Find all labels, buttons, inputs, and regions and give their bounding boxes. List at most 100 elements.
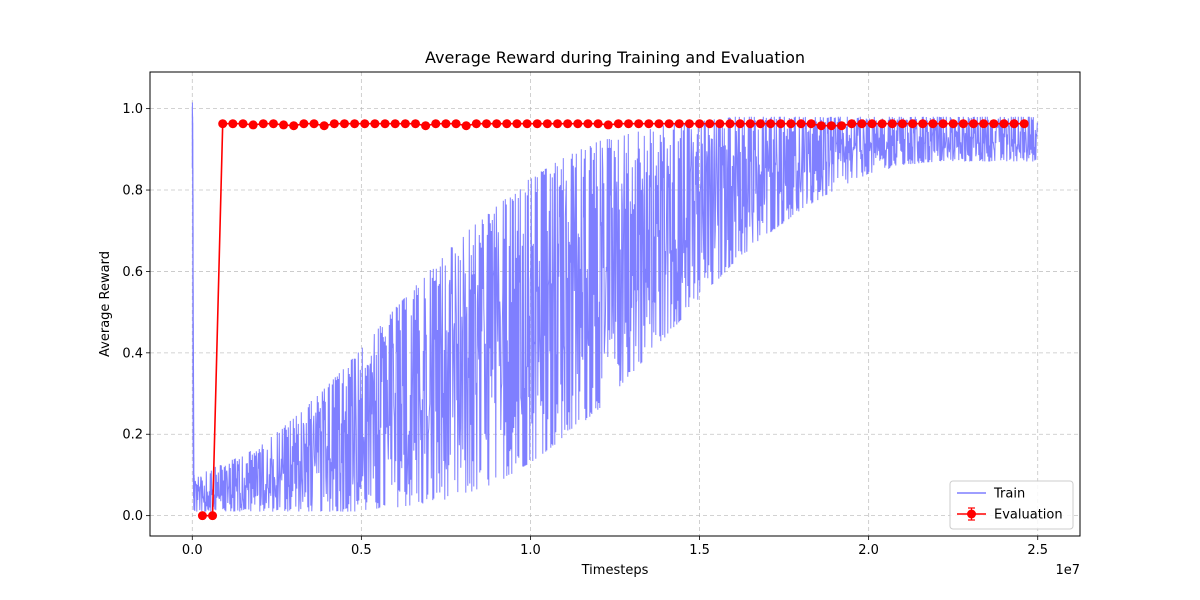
evaluation-point [664,119,674,129]
x-tick-label: 1.5 [689,543,710,558]
evaluation-point [644,119,654,129]
x-axis-offset-label: 1e7 [1055,563,1080,578]
plot-frame [149,71,1081,537]
y-tick-label: 0.0 [122,509,143,524]
evaluation-point [208,511,218,521]
evaluation-point [918,119,928,129]
evaluation-point [928,119,938,129]
evaluation-point [309,119,319,129]
evaluation-point [624,119,634,129]
evaluation-point [989,119,999,129]
evaluation-point [816,121,826,131]
evaluation-point [451,119,461,129]
evaluation-point [481,119,491,129]
evaluation-point [634,119,644,129]
evaluation-point [1009,119,1019,129]
evaluation-point [857,119,867,129]
evaluation-point [532,119,542,129]
evaluation-point [228,119,238,129]
evaluation-point [360,119,370,129]
evaluation-point [329,119,339,129]
evaluation-series [197,119,1029,521]
evaluation-point [279,120,289,130]
evaluation-point [796,119,806,129]
evaluation-point [502,119,512,129]
evaluation-point [897,119,907,129]
evaluation-point [339,119,349,129]
evaluation-point [654,119,664,129]
evaluation-point [218,119,228,129]
evaluation-point [806,119,816,129]
legend-evaluation-marker [967,509,976,519]
y-tick-label: 0.8 [122,184,143,199]
evaluation-point [370,119,380,129]
evaluation-point [441,119,451,129]
evaluation-point [766,119,776,129]
evaluation-point [390,119,400,129]
evaluation-point [522,119,532,129]
x-tick-label: 1.0 [520,543,541,558]
evaluation-point [319,121,329,131]
evaluation-point [512,119,522,129]
evaluation-point [725,119,735,129]
evaluation-point [887,119,897,129]
y-tick-label: 0.4 [122,346,143,361]
evaluation-point [350,119,360,129]
evaluation-point [735,119,745,129]
evaluation-point [776,119,786,129]
evaluation-point [958,119,968,129]
x-tick-label: 2.5 [1027,543,1048,558]
evaluation-point [745,119,755,129]
y-tick-label: 0.6 [122,265,143,280]
x-tick-label: 2.0 [858,543,879,558]
evaluation-point [553,119,563,129]
evaluation-point [613,119,623,129]
evaluation-point [695,119,705,129]
evaluation-point [410,119,420,129]
evaluation-point [715,119,725,129]
evaluation-point [674,119,684,129]
evaluation-point [826,121,836,131]
evaluation-line [202,122,1025,517]
evaluation-point [837,121,847,131]
evaluation-point [421,121,431,131]
evaluation-point [705,119,715,129]
evaluation-point [471,119,481,129]
evaluation-point [979,119,989,129]
evaluation-point [999,119,1009,129]
evaluation-point [908,119,918,129]
evaluation-point [968,119,978,129]
evaluation-point [867,119,877,129]
evaluation-point [400,119,410,129]
evaluation-point [289,121,299,131]
evaluation-point [1019,119,1029,129]
evaluation-point [258,119,268,129]
train-series [191,102,1038,512]
x-tick-label: 0.0 [182,543,203,558]
evaluation-point [684,119,694,129]
evaluation-point [380,119,390,129]
evaluation-point [197,511,207,521]
evaluation-point [948,119,958,129]
y-axis-label: Average Reward [98,251,113,357]
x-axis-label: Timesteps [581,563,649,578]
chart-title: Average Reward during Training and Evalu… [425,48,805,67]
evaluation-point [431,119,441,129]
evaluation-point [938,119,948,129]
evaluation-point [461,121,471,131]
evaluation-point [603,120,613,130]
evaluation-point [593,119,603,129]
evaluation-point [877,119,887,129]
legend-train-label: Train [993,487,1025,502]
y-tick-label: 1.0 [122,102,143,117]
evaluation-point [583,119,593,129]
evaluation-point [847,119,857,129]
legend: Train Evaluation [949,480,1074,530]
evaluation-point [786,119,796,129]
evaluation-point [268,119,278,129]
evaluation-point [248,120,258,130]
evaluation-point [563,119,573,129]
evaluation-point [573,119,583,129]
tick-layer: 0.0 0.5 1.0 1.5 2.0 2.5 0.0 0.2 0.4 0.6 0.8 1.0 [122,102,1048,558]
